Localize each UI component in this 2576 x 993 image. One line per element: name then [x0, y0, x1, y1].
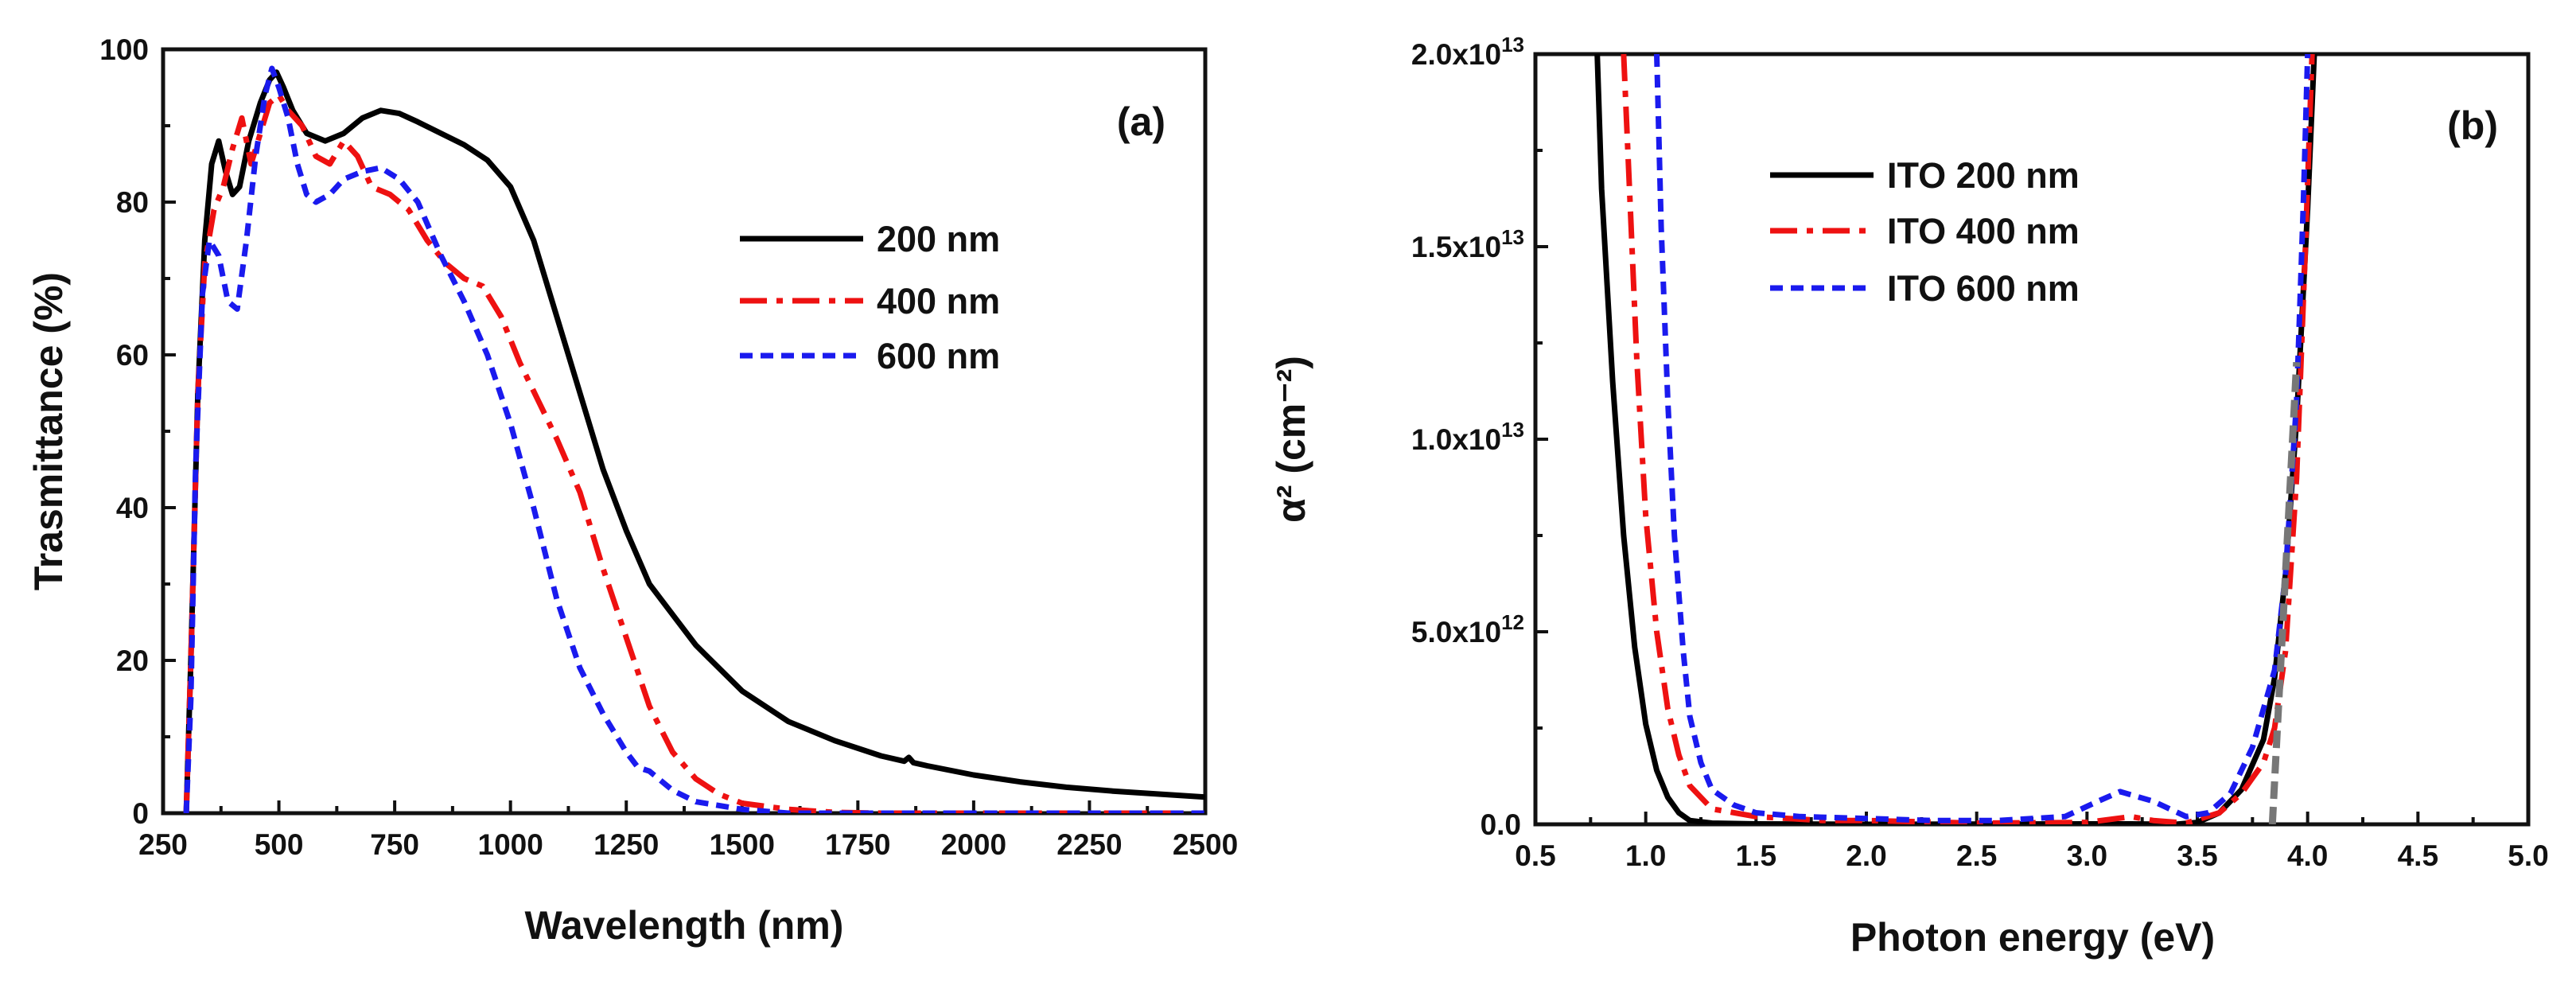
x-tick-label: 3.5 [2177, 839, 2217, 872]
panel-b-legend: ITO 200 nm ITO 400 nm ITO 600 nm [1770, 155, 2080, 309]
panel-a-label: (a) [1117, 99, 1165, 144]
series-line-linear-fit [2268, 361, 2301, 824]
panel-a-y-axis-title: Trasmittance (%) [26, 272, 71, 590]
y-tick-label: 20 [116, 644, 149, 677]
panel-b-x-axis-title: Photon energy (eV) [1850, 915, 2215, 960]
x-tick-label: 1250 [593, 828, 659, 861]
panel-b-series [1594, 54, 2317, 824]
y-tick-label: 5.0x1012 [1411, 610, 1524, 648]
series-line-200-nm [183, 69, 1205, 813]
panel-b-y-axis-title: α² (cm⁻²) [1269, 356, 1313, 523]
panel-a-y-tick-labels: 0 20 40 60 80 100 [99, 33, 149, 830]
y-tick-label: 100 [99, 33, 149, 66]
panel-a-plot-frame [161, 47, 1208, 816]
panel-a-ticks [161, 48, 1207, 815]
x-tick-label: 2.5 [1956, 839, 1997, 872]
y-tick-label: 40 [116, 492, 149, 524]
x-tick-label: 1500 [710, 828, 775, 861]
y-tick-label: 2.0x1013 [1411, 33, 1524, 71]
panel-b-x-tick-labels: 0.5 1.0 1.5 2.0 2.5 3.0 3.5 4.0 4.5 5.0 [1515, 839, 2548, 872]
legend-label-ito-200nm: ITO 200 nm [1887, 155, 2080, 196]
x-tick-label: 4.5 [2398, 839, 2438, 872]
series-line-600-nm [183, 65, 1205, 813]
legend-label-600nm: 600 nm [877, 336, 1000, 376]
x-tick-label: 1750 [825, 828, 890, 861]
panel-a-transmittance-chart: 250 500 750 1000 1250 1500 1750 2000 2250 2500 02… [26, 33, 1238, 948]
x-tick-label: 2000 [941, 828, 1006, 861]
panel-a-x-axis-title: Wavelength (nm) [525, 903, 844, 948]
x-tick-label: 5.0 [2508, 839, 2548, 872]
x-tick-label: 1.0 [1625, 839, 1666, 872]
x-tick-label: 3.0 [2067, 839, 2107, 872]
series-line-ito-400-nm [1621, 54, 2315, 824]
y-tick-label: 60 [116, 339, 149, 372]
x-tick-label: 250 [138, 828, 188, 861]
panel-b-label: (b) [2447, 103, 2498, 148]
legend-label-ito-400nm: ITO 400 nm [1887, 211, 2080, 251]
x-tick-label: 1.5 [1736, 839, 1776, 872]
x-tick-label: 2.0 [1846, 839, 1886, 872]
legend-label-200nm: 200 nm [877, 219, 1000, 259]
x-tick-label: 0.5 [1515, 839, 1555, 872]
y-tick-label: 1.0x1013 [1411, 418, 1524, 456]
series-line-ito-600-nm [1654, 54, 2311, 824]
x-tick-label: 750 [370, 828, 419, 861]
panel-a-x-tick-labels: 250 500 750 1000 1250 1500 1750 2000 2250 2500 [138, 828, 1238, 861]
panel-b-y-tick-labels: 0.0 5.0x1012 1.0x1013 1.5x1013 2.0x1013 [1411, 33, 1524, 841]
series-line-400-nm [183, 92, 1205, 813]
y-tick-label: 1.5x1013 [1411, 225, 1524, 263]
series-line-ito-200-nm [1594, 54, 2317, 824]
x-tick-label: 2250 [1056, 828, 1122, 861]
y-tick-label: 0.0 [1481, 808, 1521, 841]
y-tick-label: 0 [132, 797, 149, 830]
y-tick-label: 80 [116, 186, 149, 219]
legend-label-ito-600nm: ITO 600 nm [1887, 268, 2080, 309]
x-tick-label: 500 [255, 828, 304, 861]
x-tick-label: 4.0 [2287, 839, 2328, 872]
x-tick-label: 1000 [478, 828, 543, 861]
legend-label-400nm: 400 nm [877, 281, 1000, 321]
x-tick-label: 2500 [1173, 828, 1238, 861]
panel-b-absorption-chart: 0.5 1.0 1.5 2.0 2.5 3.0 3.5 4.0 4.5 5.0 0.0 5.0x10… [1269, 33, 2549, 960]
panel-a-series [183, 65, 1205, 813]
panel-a-legend: 200 nm 400 nm 600 nm [740, 219, 1000, 376]
